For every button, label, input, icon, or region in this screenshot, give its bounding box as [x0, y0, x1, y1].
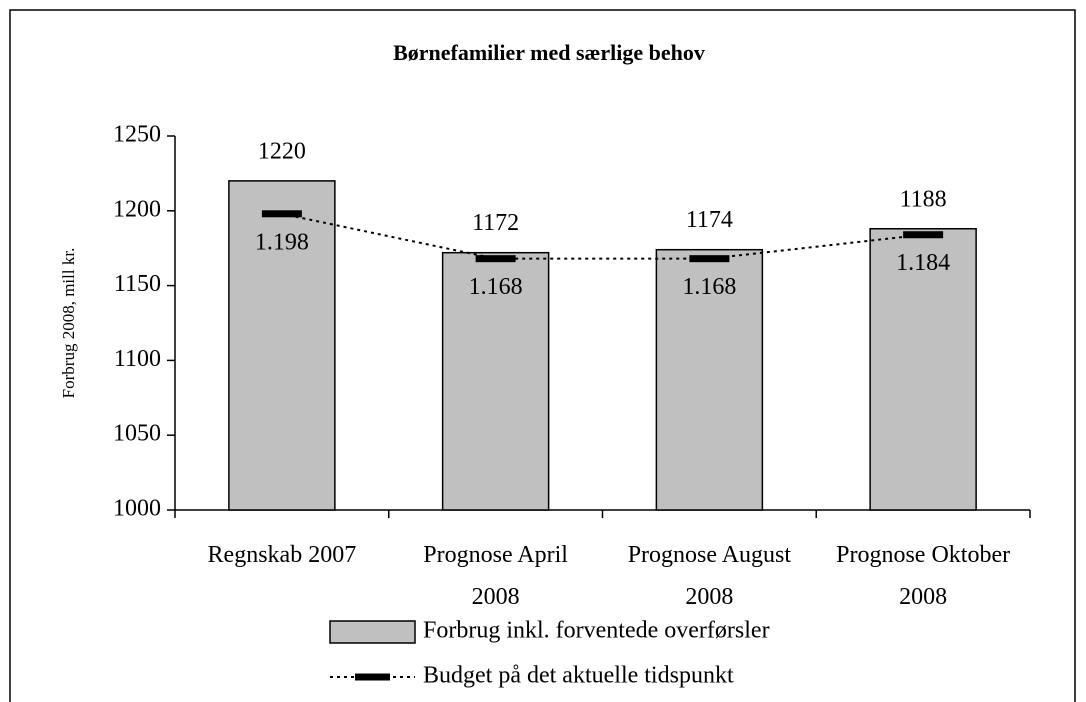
budget-value-label: 1.184 [896, 250, 950, 276]
y-axis-label: Forbrug 2008, mill kr. [59, 248, 78, 399]
budget-value-label: 1.198 [255, 229, 309, 255]
y-tick-label: 1100 [114, 346, 161, 372]
chart-frame [9, 9, 1076, 702]
y-tick-label: 1050 [113, 421, 161, 447]
bar-value-label: 1174 [686, 207, 733, 233]
chart-title: Børnefamilier med særlige behov [393, 40, 705, 65]
bar [441, 251, 550, 511]
budget-line [281, 212, 924, 260]
bar-value-label: 1220 [258, 138, 306, 164]
budget-value-label: 1.168 [682, 274, 736, 300]
y-tick-label: 1000 [113, 496, 161, 522]
x-tick-label: Prognose August 2008 [627, 542, 792, 610]
x-tick-label: Prognose April 2008 [423, 542, 568, 610]
bar [228, 180, 336, 511]
budget-marker [903, 231, 944, 239]
bar-value-label: 1172 [472, 210, 519, 236]
legend-label: Forbrug inkl. forventede overførsler [423, 618, 770, 644]
bar-value-label: 1188 [900, 186, 947, 212]
budget-marker [475, 255, 516, 263]
y-tick-label: 1150 [114, 271, 161, 297]
budget-marker [261, 210, 302, 218]
budget-value-label: 1.168 [469, 274, 523, 300]
y-tick-label: 1250 [113, 122, 161, 148]
bar [869, 228, 977, 511]
legend-swatch [355, 673, 390, 681]
budget-marker [689, 255, 730, 263]
bar [655, 248, 764, 511]
y-tick-label: 1200 [113, 196, 161, 222]
legend-swatch [329, 620, 416, 644]
x-tick-label: Prognose Oktober 2008 [836, 542, 1011, 610]
x-tick-label: Regnskab 2007 [207, 542, 357, 568]
legend-label: Budget på det aktuelle tidspunkt [423, 663, 734, 689]
